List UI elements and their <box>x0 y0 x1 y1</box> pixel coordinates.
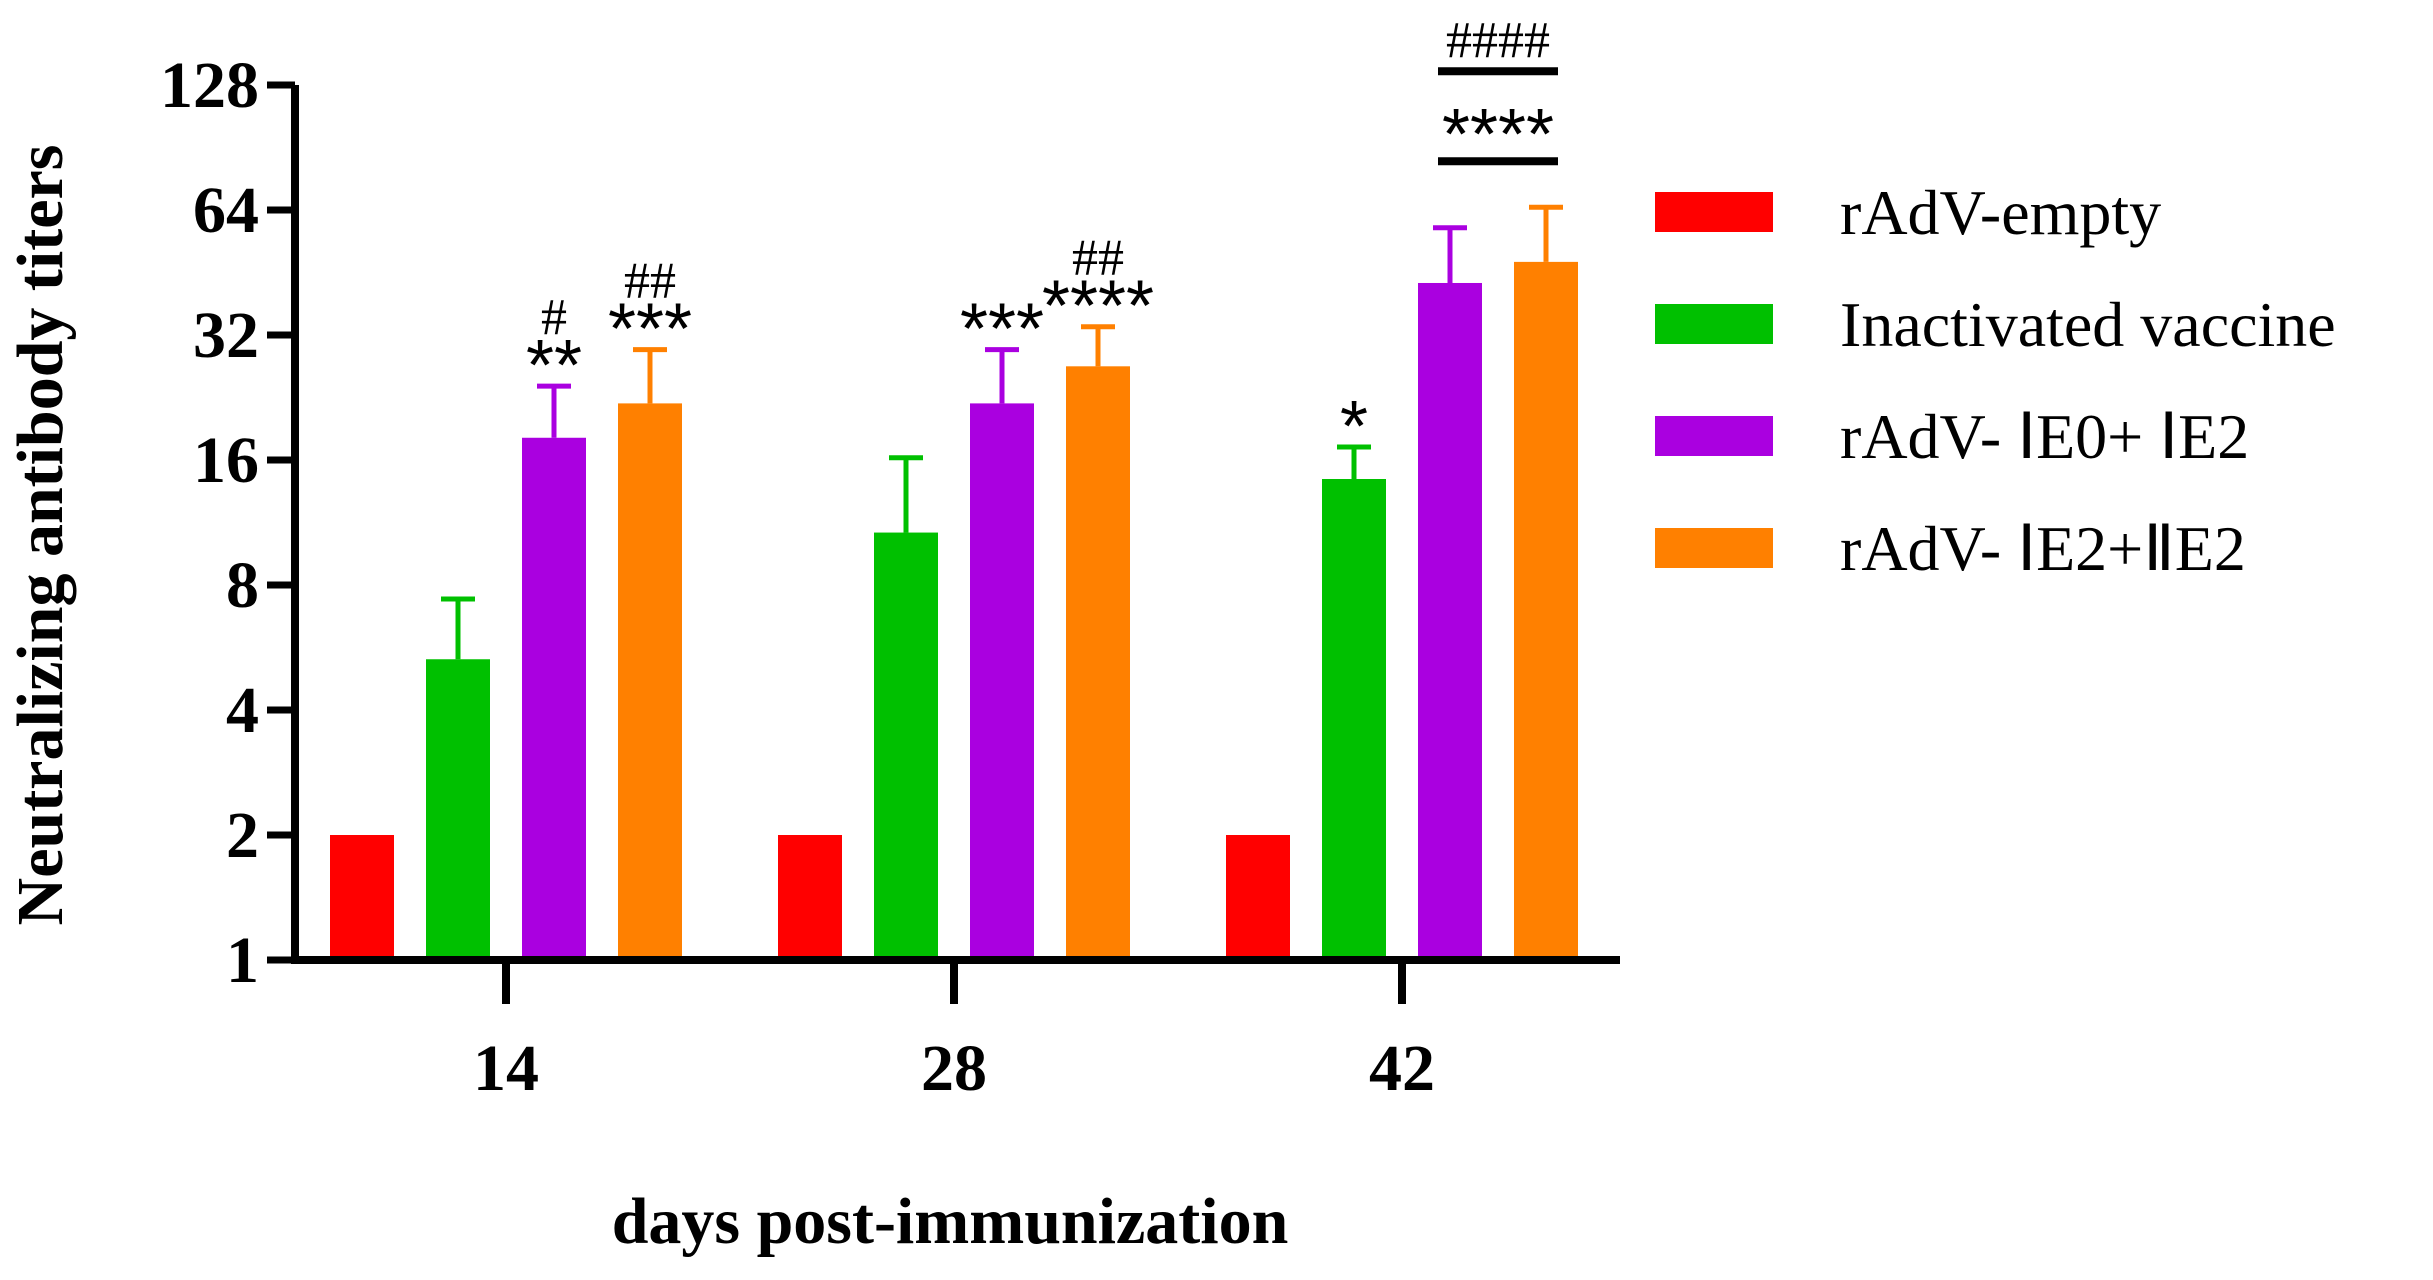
bar-14-series-4 <box>618 403 682 960</box>
y-tick-label-4: 4 <box>226 674 259 747</box>
bar-42-series-4 <box>1514 261 1578 960</box>
legend-label-1: rAdV-empty <box>1840 177 2161 248</box>
y-tick-label-1: 1 <box>226 924 259 997</box>
y-tick-label-32: 32 <box>193 299 259 372</box>
bar-42-series-2 <box>1322 479 1386 960</box>
y-tick-label-2: 2 <box>226 799 259 872</box>
significance-stars-14-series-4: *** <box>608 290 692 370</box>
significance-hashes-14-series-4: ## <box>624 253 676 310</box>
significance-hashes-28-series-4: ## <box>1072 230 1124 287</box>
significance-stars-28-series-4: **** <box>1042 267 1154 347</box>
significance-hashes-14-series-3: # <box>541 289 567 346</box>
y-axis-title: Neutralizing antibody titers <box>4 145 77 926</box>
comparison-label-1: **** <box>1442 95 1554 175</box>
significance-stars-14-series-3: ** <box>526 326 582 406</box>
y-tick-label-8: 8 <box>226 549 259 622</box>
x-tick-label-14: 14 <box>473 1032 539 1105</box>
bar-42-series-1 <box>1226 835 1290 960</box>
bar-42-series-3 <box>1418 282 1482 960</box>
legend: rAdV-empty Inactivated vaccine rAdV- ⅠE0+ … <box>1655 177 2336 584</box>
legend-swatch-1 <box>1655 192 1773 232</box>
legend-swatch-4 <box>1655 528 1773 568</box>
legend-label-2: Inactivated vaccine <box>1840 289 2336 360</box>
bar-14-series-1 <box>330 835 394 960</box>
x-tick-label-28: 28 <box>921 1032 987 1105</box>
bar-28-series-1 <box>778 835 842 960</box>
legend-swatch-3 <box>1655 416 1773 456</box>
x-axis-title: days post-immunization <box>612 1185 1289 1258</box>
legend-swatch-2 <box>1655 304 1773 344</box>
bar-14-series-2 <box>426 659 490 960</box>
significance-stars-42-series-2: * <box>1340 387 1368 467</box>
legend-label-4: rAdV- ⅠE2+ⅡE2 <box>1840 513 2246 584</box>
comparison-label-2: #### <box>1446 12 1550 69</box>
y-tick-label-64: 64 <box>193 174 259 247</box>
legend-label-3: rAdV- ⅠE0+ ⅠE2 <box>1840 401 2249 472</box>
bar-28-series-3 <box>970 403 1034 960</box>
y-tick-label-16: 16 <box>193 424 259 497</box>
bar-28-series-2 <box>874 532 938 960</box>
bar-28-series-4 <box>1066 366 1130 960</box>
bar-14-series-3 <box>522 437 586 961</box>
significance-stars-28-series-3: *** <box>960 290 1044 370</box>
x-tick-label-42: 42 <box>1369 1032 1435 1105</box>
y-tick-label-128: 128 <box>160 49 259 122</box>
